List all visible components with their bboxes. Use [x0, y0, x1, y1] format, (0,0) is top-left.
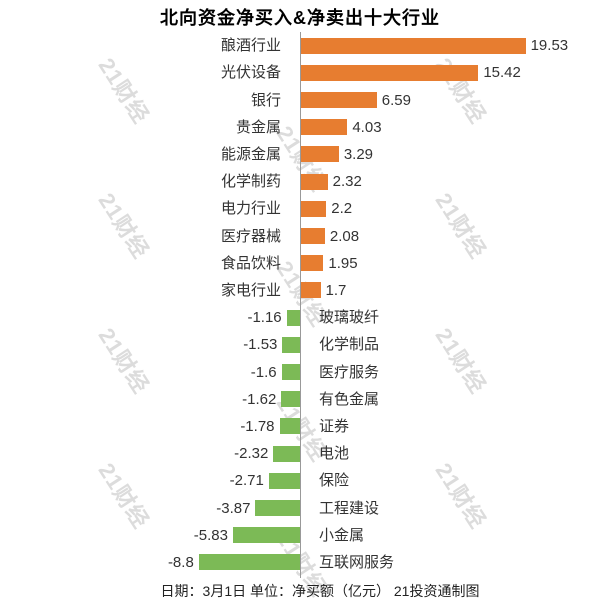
negative-bar: [281, 391, 300, 408]
bar-row: 化学制品 -1.53: [0, 331, 600, 358]
bar-row: 化学制药 2.32: [0, 168, 600, 195]
category-label: 食品饮料: [220, 254, 281, 272]
category-label: 化学制药: [220, 173, 281, 191]
chart-footer: 日期：3月1日 单位：净买额（亿元） 21投资通制图: [160, 583, 480, 599]
negative-bar: [273, 445, 300, 462]
positive-bar: [301, 255, 324, 272]
bar-row: 光伏设备 15.42: [0, 59, 600, 86]
bar-row: 电池 -2.32: [0, 440, 600, 467]
value-label: -1.16: [247, 309, 282, 327]
negative-bar: [255, 500, 300, 516]
positive-bar: [301, 119, 348, 136]
value-label: -1.78: [240, 417, 275, 435]
bar-row: 能源金属 3.29: [0, 141, 600, 168]
value-label: 19.53: [530, 37, 569, 55]
category-label: 化学制品: [319, 336, 380, 354]
positive-bar: [301, 282, 321, 299]
category-label: 能源金属: [220, 145, 281, 163]
category-label: 银行: [250, 91, 281, 109]
bar-row: 有色金属 -1.62: [0, 386, 600, 413]
bar-row: 证券 -1.78: [0, 413, 600, 440]
bar-row: 互联网服务 -8.8: [0, 549, 600, 576]
category-label: 酿酒行业: [220, 37, 281, 55]
value-label: 6.59: [381, 91, 411, 109]
bar-row: 小金属 -5.83: [0, 522, 600, 549]
value-label: -2.71: [229, 472, 264, 490]
bar-row: 银行 6.59: [0, 87, 600, 114]
category-label: 电力行业: [220, 200, 281, 218]
value-label: 1.95: [328, 254, 358, 272]
category-label: 工程建设: [319, 499, 380, 517]
negative-bar: [198, 554, 300, 571]
positive-bar: [301, 37, 526, 54]
value-label: -1.6: [250, 363, 277, 381]
value-label: 2.32: [332, 173, 362, 191]
positive-bar: [301, 146, 339, 163]
positive-bar: [301, 200, 327, 217]
positive-bar: [301, 228, 325, 244]
bar-row: 贵金属 4.03: [0, 114, 600, 141]
value-label: -3.87: [216, 499, 251, 517]
negative-bar: [282, 336, 300, 353]
bar-row: 工程建设 -3.87: [0, 495, 600, 522]
category-label: 光伏设备: [220, 64, 281, 82]
positive-bar: [301, 173, 328, 190]
category-label: 家电行业: [220, 281, 281, 299]
category-label: 玻璃玻纤: [319, 309, 380, 327]
value-label: -2.32: [234, 445, 269, 463]
value-label: 4.03: [352, 118, 382, 136]
bar-row: 医疗服务 -1.6: [0, 359, 600, 386]
bar-row: 玻璃玻纤 -1.16: [0, 304, 600, 331]
bar-row: 家电行业 1.7: [0, 277, 600, 304]
negative-bar: [232, 527, 300, 544]
negative-bar: [279, 418, 300, 435]
category-label: 医疗服务: [319, 363, 380, 381]
positive-bar: [301, 92, 377, 108]
chart-title: 北向资金净买入&净卖出十大行业: [160, 8, 440, 28]
negative-bar: [286, 309, 300, 326]
bar-row: 电力行业 2.2: [0, 195, 600, 222]
value-label: -1.53: [243, 336, 278, 354]
positive-bar: [301, 64, 479, 81]
value-label: 2.2: [331, 200, 353, 218]
bar-row: 保险 -2.71: [0, 467, 600, 494]
negative-bar: [281, 364, 300, 380]
category-label: 保险: [319, 472, 350, 490]
value-label: 3.29: [343, 145, 374, 163]
value-label: 2.08: [329, 227, 360, 245]
value-label: -5.83: [193, 526, 228, 544]
category-label: 互联网服务: [319, 553, 395, 571]
bar-row: 食品饮料 1.95: [0, 250, 600, 277]
value-label: -8.8: [167, 553, 194, 571]
value-label: -1.62: [242, 390, 277, 408]
category-label: 贵金属: [235, 118, 281, 136]
value-label: 1.7: [325, 281, 347, 299]
bar-row: 医疗器械 2.08: [0, 223, 600, 250]
category-label: 证券: [319, 417, 350, 435]
category-label: 医疗器械: [220, 227, 281, 245]
category-label: 小金属: [319, 526, 365, 544]
category-label: 有色金属: [319, 390, 380, 408]
value-label: 15.42: [483, 64, 521, 82]
bar-row: 酿酒行业 19.53: [0, 32, 600, 59]
negative-bar: [268, 472, 300, 489]
zero-axis-line: [300, 32, 301, 578]
category-label: 电池: [319, 445, 350, 463]
